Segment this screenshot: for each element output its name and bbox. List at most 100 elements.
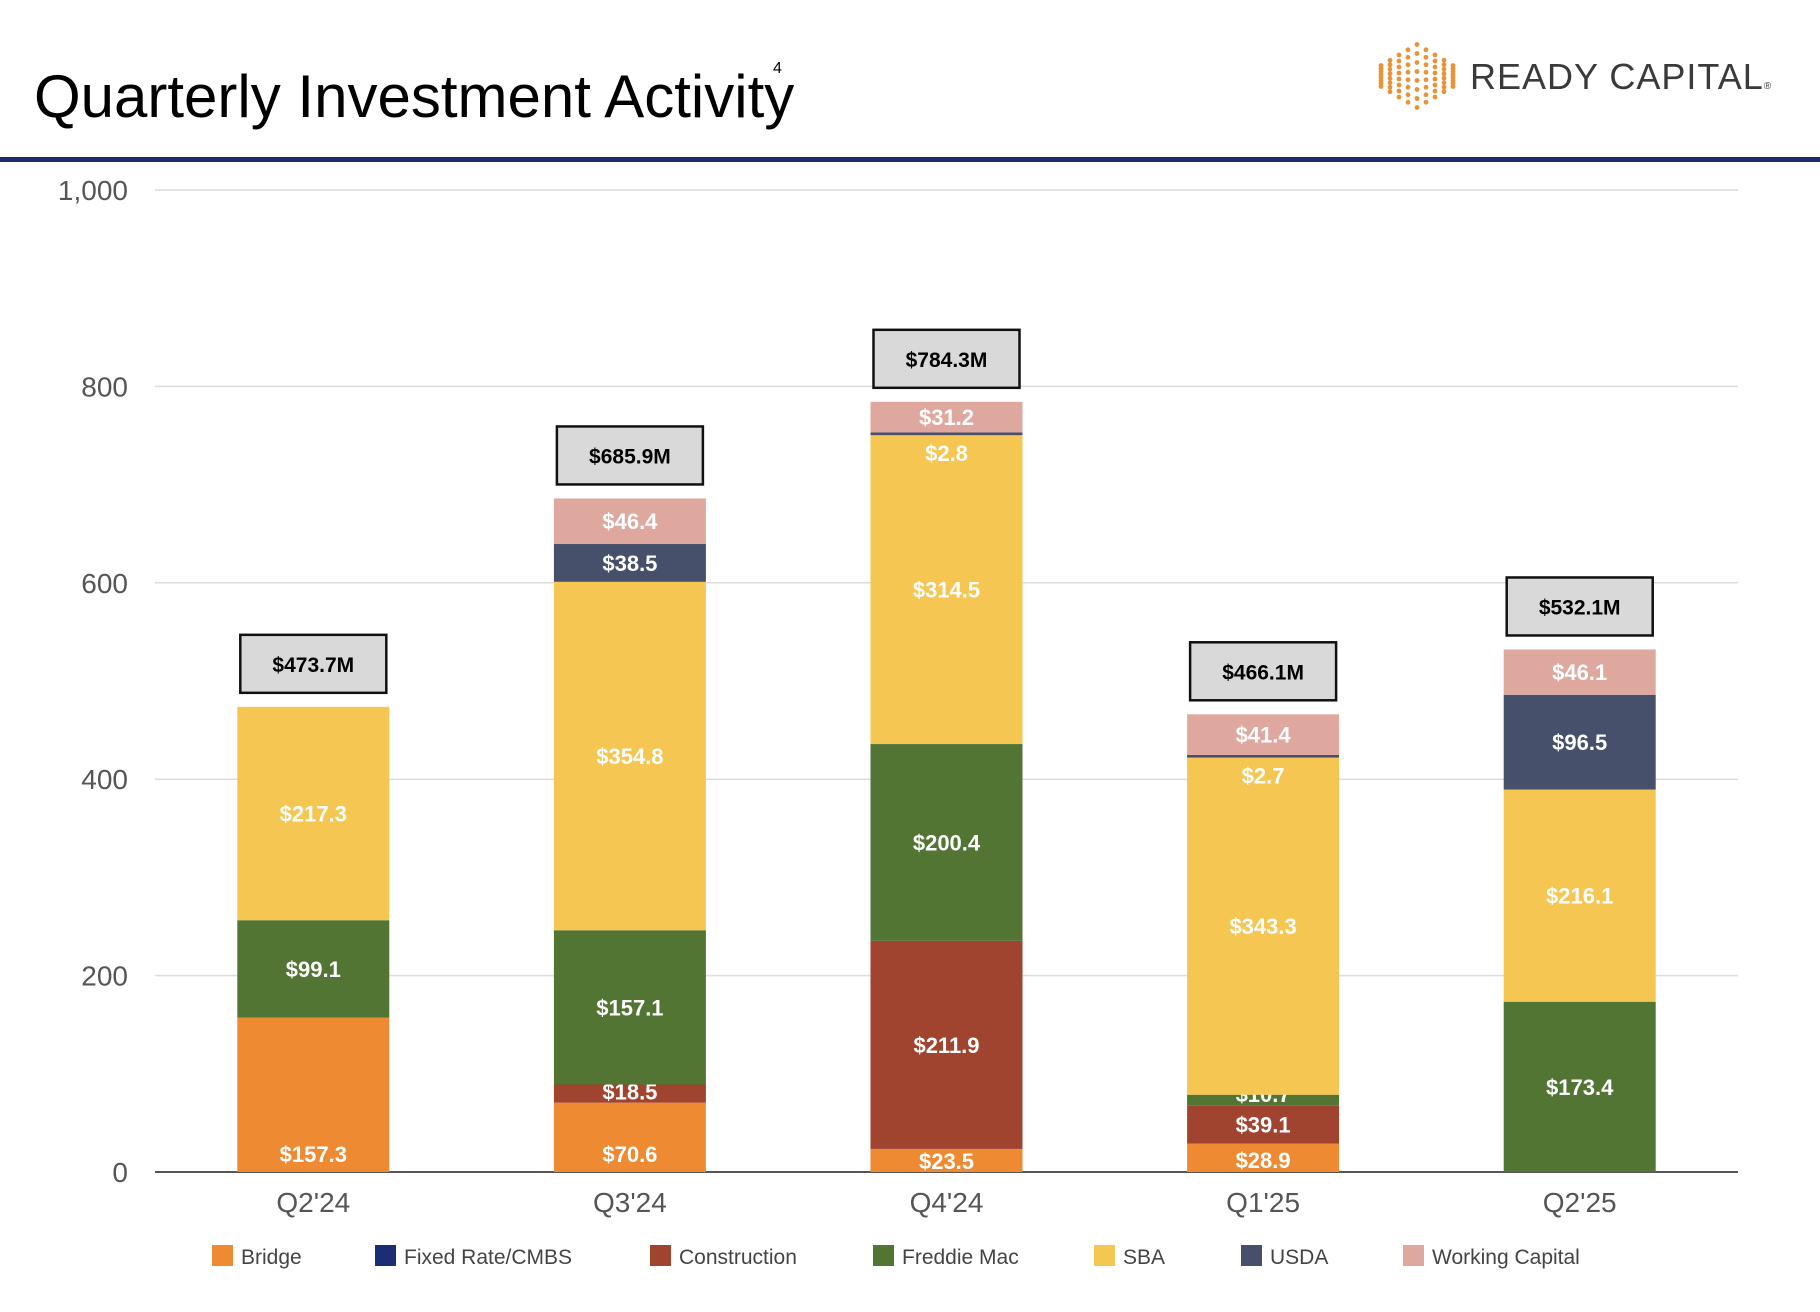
logo-dot [1387, 62, 1393, 68]
logo-dot [1396, 82, 1402, 88]
legend-label: Freddie Mac [902, 1246, 1019, 1269]
logo-dot [1387, 57, 1393, 63]
y-tick-label: 600 [81, 568, 128, 599]
legend-label: SBA [1123, 1246, 1165, 1269]
title-footnote-marker: 4 [773, 60, 782, 77]
bar-segment [1503, 1001, 1656, 1172]
logo-dot [1441, 66, 1447, 72]
header-divider [0, 157, 1820, 162]
logo-dot [1432, 88, 1438, 94]
logo-dot [1414, 105, 1420, 110]
y-tick-label: 1,000 [58, 175, 128, 206]
legend-swatch [1241, 1245, 1262, 1266]
bar-segment [237, 1017, 390, 1172]
logo-dot [1405, 47, 1411, 53]
y-tick-label: 400 [81, 764, 128, 795]
bar-data-label: $23.5 [919, 1149, 974, 1174]
total-label-box [1505, 576, 1654, 637]
bar-segment [1187, 1105, 1340, 1144]
bar-data-label: $41.4 [1236, 723, 1292, 748]
bar-segment [1187, 1094, 1340, 1106]
bar-segment [237, 920, 390, 1018]
bar-segment [553, 1084, 706, 1103]
logo-dot [1405, 54, 1411, 60]
bar-segment [237, 706, 390, 921]
total-label-box [872, 328, 1021, 390]
bar-data-label: $2.7 [1242, 764, 1285, 789]
logo-dot [1432, 94, 1438, 100]
logo-dot [1423, 99, 1429, 105]
bar-segment [1187, 1143, 1340, 1172]
total-label-box [555, 425, 705, 486]
legend: Bridge Fixed Rate/CMBS Construction Freddie… [212, 1245, 1580, 1269]
bar-data-label: $217.3 [280, 802, 347, 827]
logo-dot [1396, 52, 1402, 58]
bar-segment [870, 435, 1023, 745]
bar-data-label: $38.5 [602, 551, 657, 576]
logo-dot [1423, 47, 1429, 53]
logo-dot [1441, 80, 1447, 86]
total-label: $466.1M [1222, 661, 1304, 684]
x-tick-label: Q4'24 [910, 1187, 984, 1218]
logo-dot [1405, 69, 1411, 75]
legend-swatch [1403, 1245, 1424, 1266]
logo-dot [1414, 78, 1420, 83]
total-label: $473.7M [272, 654, 354, 677]
bar-data-label: $173.4 [1546, 1075, 1614, 1100]
bar-segment [553, 930, 706, 1085]
y-tick-label: 800 [81, 371, 128, 402]
logo-registered-mark: ® [1763, 81, 1773, 92]
logo-dot-mark-icon [1378, 42, 1456, 110]
logo-dot [1405, 84, 1411, 90]
logo-dot [1423, 84, 1429, 90]
bar-data-label: $46.4 [602, 509, 658, 534]
bar-segment [553, 498, 706, 545]
legend-label: Fixed Rate/CMBS [404, 1246, 572, 1269]
logo-dot [1405, 92, 1411, 98]
bar-segment [870, 744, 1023, 941]
logo-dot [1432, 70, 1438, 76]
y-tick-label: 200 [81, 961, 128, 992]
logo-dot [1441, 71, 1447, 77]
bar-data-label: $28.9 [1236, 1148, 1291, 1173]
bar-data-label: $2.8 [925, 441, 968, 466]
legend-swatch [873, 1245, 894, 1266]
total-label-box [1188, 641, 1338, 702]
logo-dot [1378, 84, 1384, 89]
bar-data-label: $70.6 [602, 1142, 657, 1167]
x-tick-label: Q2'25 [1543, 1187, 1617, 1218]
logo-dot [1432, 64, 1438, 70]
logo-dot [1396, 70, 1402, 76]
logo-dot [1450, 84, 1456, 89]
logo-dot [1414, 96, 1420, 101]
logo-dot [1414, 42, 1420, 47]
bar-segment [1503, 789, 1656, 1002]
legend-swatch [375, 1245, 396, 1266]
logo-text: READY CAPITAL® [1470, 56, 1772, 98]
bar-data-label: $211.9 [913, 1033, 979, 1058]
total-label: $532.1M [1539, 596, 1621, 619]
x-tick-label: Q1'25 [1226, 1187, 1300, 1218]
logo-dot [1423, 77, 1429, 83]
x-axis: Q2'24 Q3'24 Q4'24 Q1'25 Q2'25 [276, 1187, 1616, 1218]
logo-dot [1432, 82, 1438, 88]
x-tick-label: Q3'24 [593, 1187, 667, 1218]
logo-dot [1396, 94, 1402, 100]
legend-swatch [1094, 1245, 1115, 1266]
logo-dot [1387, 80, 1393, 86]
legend-label: Construction [679, 1246, 797, 1269]
logo-dot [1396, 64, 1402, 70]
bar-segment [1187, 754, 1340, 758]
logo-dot [1387, 71, 1393, 77]
logo-dot [1432, 58, 1438, 64]
logo-dot [1405, 77, 1411, 83]
bar-segment [553, 1102, 706, 1172]
logo-wordmark: READY CAPITAL [1470, 56, 1764, 97]
legend-label: Working Capital [1432, 1246, 1580, 1269]
total-label-box [239, 633, 388, 695]
page-title: Quarterly Investment Activity [34, 63, 795, 130]
logo-dot [1423, 54, 1429, 60]
legend-label: Bridge [241, 1246, 302, 1269]
logo-dot [1396, 76, 1402, 82]
